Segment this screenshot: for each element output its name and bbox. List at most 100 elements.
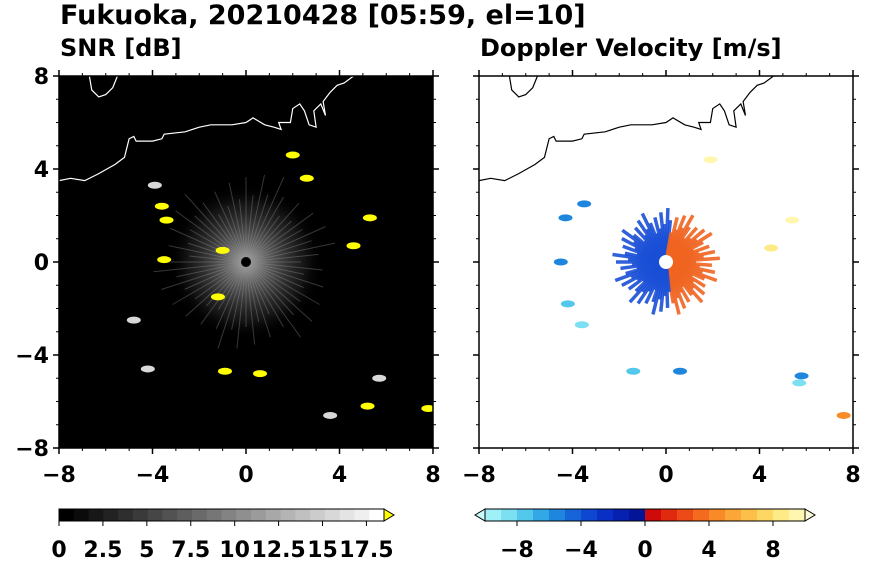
snr-colorbar-segment	[191, 509, 208, 521]
snr-colorbar-segment	[147, 509, 163, 521]
snr-colorbar-segment	[59, 509, 75, 521]
velocity-colorbar-tick-label: −4	[564, 538, 598, 563]
velocity-colorbar-segment	[757, 509, 774, 521]
clutter-ray	[245, 261, 294, 316]
echo-cluster	[140, 365, 155, 373]
radar-center-gap	[659, 255, 673, 269]
clutter-ray	[245, 261, 313, 322]
snr-colorbar-tick-label: 0	[51, 538, 66, 563]
clutter-ray	[153, 261, 247, 273]
clutter-ray	[217, 261, 247, 349]
snr-colorbar-segment	[88, 509, 104, 521]
snr-colorbar-tick-label: 2.5	[83, 538, 122, 563]
echo-cluster	[157, 256, 172, 264]
echo-cluster	[626, 367, 641, 375]
velocity-colorbar-tick-label: −8	[500, 538, 534, 563]
clutter-ray	[184, 194, 247, 263]
velocity-colorbar-segment	[597, 509, 614, 521]
clutter-ray	[245, 261, 324, 288]
x-tick-label: 4	[752, 463, 767, 488]
snr-colorbar-segment	[162, 509, 178, 521]
velocity-colorbar-segment	[789, 509, 806, 521]
clutter-ray	[218, 214, 247, 263]
clutter-ray	[172, 261, 247, 305]
snr-colorbar-tick-label: 17.5	[339, 538, 393, 563]
echo-cluster	[362, 214, 377, 222]
clutter-ray	[215, 261, 247, 329]
x-tick-label: 8	[845, 463, 860, 488]
snr-colorbar-tick-label: 12.5	[251, 538, 305, 563]
snr-colorbar-segment	[354, 509, 370, 521]
clutter-ray	[187, 242, 247, 263]
velocity-colorbar-segment	[565, 509, 582, 521]
echo-cluster	[703, 156, 718, 164]
coastline	[59, 76, 354, 182]
echo-cluster	[785, 216, 800, 224]
clutter-ray	[228, 182, 247, 263]
clutter-ray	[245, 261, 304, 289]
velocity-ray	[665, 256, 720, 264]
velocity-colorbar-segment	[549, 509, 566, 521]
clutter-ray	[200, 261, 247, 325]
x-tick-label: −8	[42, 463, 76, 488]
snr-colorbar-tick-label: 15	[307, 538, 338, 563]
snr-colorbar-extend-max	[383, 508, 395, 522]
snr-colorbar-segment	[265, 509, 282, 521]
velocity-colorbar-segment	[645, 509, 662, 521]
echo-cluster	[323, 411, 338, 419]
snr-field	[59, 76, 433, 419]
clutter-ray	[202, 202, 247, 263]
echo-cluster	[147, 181, 162, 189]
velocity-panel-title: Doppler Velocity [m/s]	[480, 34, 782, 62]
clutter-ray	[245, 220, 292, 263]
x-tick-label: −8	[462, 463, 496, 488]
velocity-colorbar-tick-label: 8	[765, 538, 780, 563]
snr-colorbar-segment	[324, 509, 341, 521]
y-tick-label: −4	[15, 344, 49, 369]
clutter-ray	[245, 261, 270, 315]
x-tick-label: −4	[136, 463, 170, 488]
echo-cluster	[577, 200, 592, 208]
snr-colorbar-segment	[103, 509, 119, 521]
snr-panel-title: SNR [dB]	[60, 34, 182, 62]
echo-cluster	[154, 202, 169, 210]
clutter-ray	[194, 215, 247, 263]
velocity-colorbar-segment	[533, 509, 550, 521]
snr-colorbar-tick-label: 7.5	[171, 538, 210, 563]
snr-colorbar-segment	[221, 509, 237, 521]
velocity-colorbar-segment	[725, 509, 742, 521]
clutter-ray	[161, 261, 247, 290]
velocity-colorbar-extend-max	[804, 508, 816, 522]
echo-cluster	[421, 404, 433, 412]
snr-colorbar-segment	[339, 509, 355, 521]
echo-cluster	[792, 379, 807, 387]
x-tick-label: 4	[332, 463, 347, 488]
snr-colorbar-tick-label: 10	[219, 538, 250, 563]
echo-cluster	[210, 293, 225, 301]
velocity-colorbar-segment	[613, 509, 630, 521]
echo-cluster	[794, 372, 809, 380]
snr-colorbar-segment	[132, 509, 149, 521]
snr-colorbar-segment	[177, 509, 193, 521]
clutter-ray	[245, 253, 319, 263]
clutter-ray	[238, 199, 247, 263]
clutter-ray	[245, 240, 312, 263]
echo-cluster	[346, 242, 361, 250]
echo-cluster	[285, 151, 300, 159]
snr-colorbar-segment	[369, 509, 385, 521]
coastline-north	[508, 76, 538, 98]
clutter-ray	[176, 261, 247, 278]
velocity-colorbar-segment	[741, 509, 758, 521]
clutter-ray	[245, 215, 280, 263]
echo-cluster	[560, 300, 575, 308]
velocity-colorbar-segment	[661, 509, 678, 521]
clutter-ray	[184, 261, 247, 290]
echo-cluster	[574, 321, 589, 329]
coastline-north	[88, 76, 118, 98]
velocity-colorbar-segment	[629, 509, 646, 521]
echo-cluster	[360, 402, 375, 410]
clutter-ray	[218, 261, 247, 310]
velocity-colorbar-segment	[517, 509, 534, 521]
